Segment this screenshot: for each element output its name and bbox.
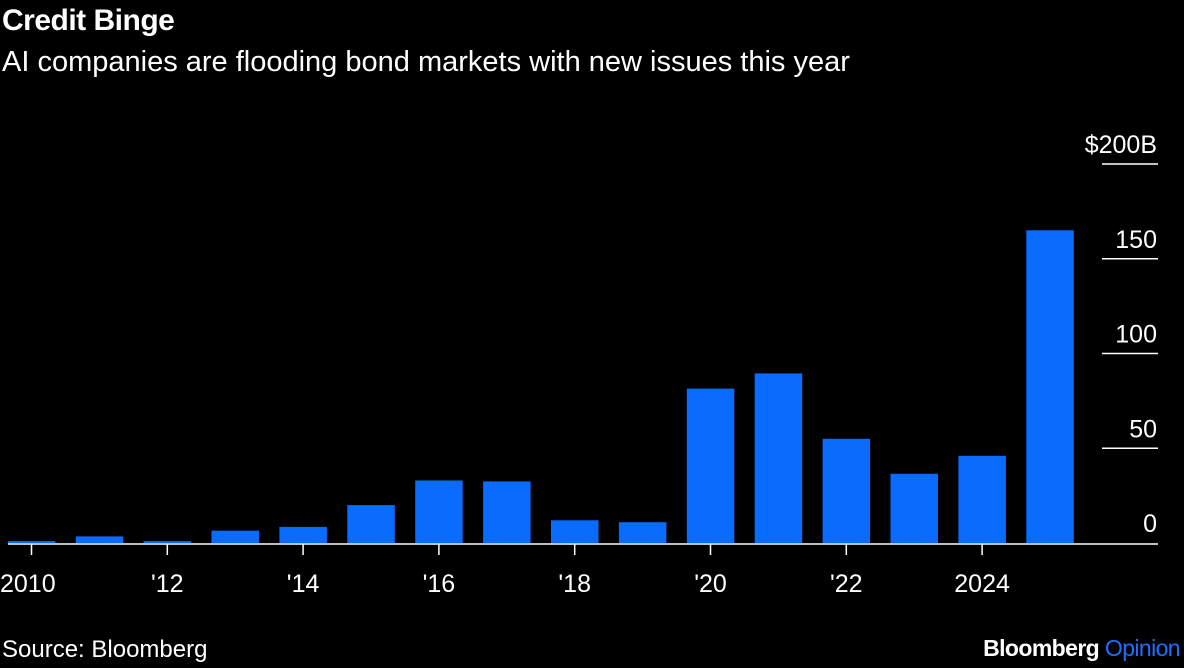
y-tick-label: 100 xyxy=(1115,321,1157,349)
brand-logo: Bloomberg Opinion xyxy=(983,635,1180,662)
bar-2023 xyxy=(890,473,938,543)
bar-2011 xyxy=(75,536,124,543)
x-tick-label: '14 xyxy=(287,570,320,598)
y-tick-label: 0 xyxy=(1143,510,1157,538)
brand-main: Bloomberg xyxy=(983,635,1100,661)
chart-title: Credit Binge xyxy=(2,4,175,37)
y-tick-label: 150 xyxy=(1115,226,1157,254)
bar-2021 xyxy=(754,373,803,543)
bars-group xyxy=(7,230,1074,544)
x-tick-label: 2010 xyxy=(0,570,56,598)
y-tick-label: $200B xyxy=(1085,131,1157,159)
bar-2022 xyxy=(822,438,871,543)
bar-2024 xyxy=(958,455,1006,543)
x-tick-label: '12 xyxy=(151,570,184,598)
bar-2018 xyxy=(551,520,599,543)
x-tick-label: '22 xyxy=(830,570,863,598)
y-tick-label: 50 xyxy=(1129,415,1157,443)
bar-2012 xyxy=(143,541,192,543)
source-note: Source: Bloomberg xyxy=(2,636,208,663)
bar-2010 xyxy=(7,541,56,543)
bar-2019 xyxy=(618,522,667,543)
bar-2013 xyxy=(211,530,259,543)
brand-accent: Opinion xyxy=(1104,635,1181,661)
bar-2017 xyxy=(483,481,531,543)
bar-2014 xyxy=(279,526,327,543)
y-axis: 0 50 100 150 $200B xyxy=(8,131,1158,545)
x-tick-label: '16 xyxy=(423,570,456,598)
bar-2020 xyxy=(686,388,735,543)
x-axis: 2010 '12 '14 '16 '18 '20 '22 2024 xyxy=(0,544,1010,598)
x-tick-label: '18 xyxy=(558,570,591,598)
bar-2015 xyxy=(347,505,395,543)
chart-subtitle: AI companies are flooding bond markets w… xyxy=(2,46,850,78)
x-tick-label: 2024 xyxy=(954,570,1010,598)
bar-2025 xyxy=(1026,230,1074,544)
x-tick-label: '20 xyxy=(694,570,727,598)
bar-2016 xyxy=(415,480,463,543)
